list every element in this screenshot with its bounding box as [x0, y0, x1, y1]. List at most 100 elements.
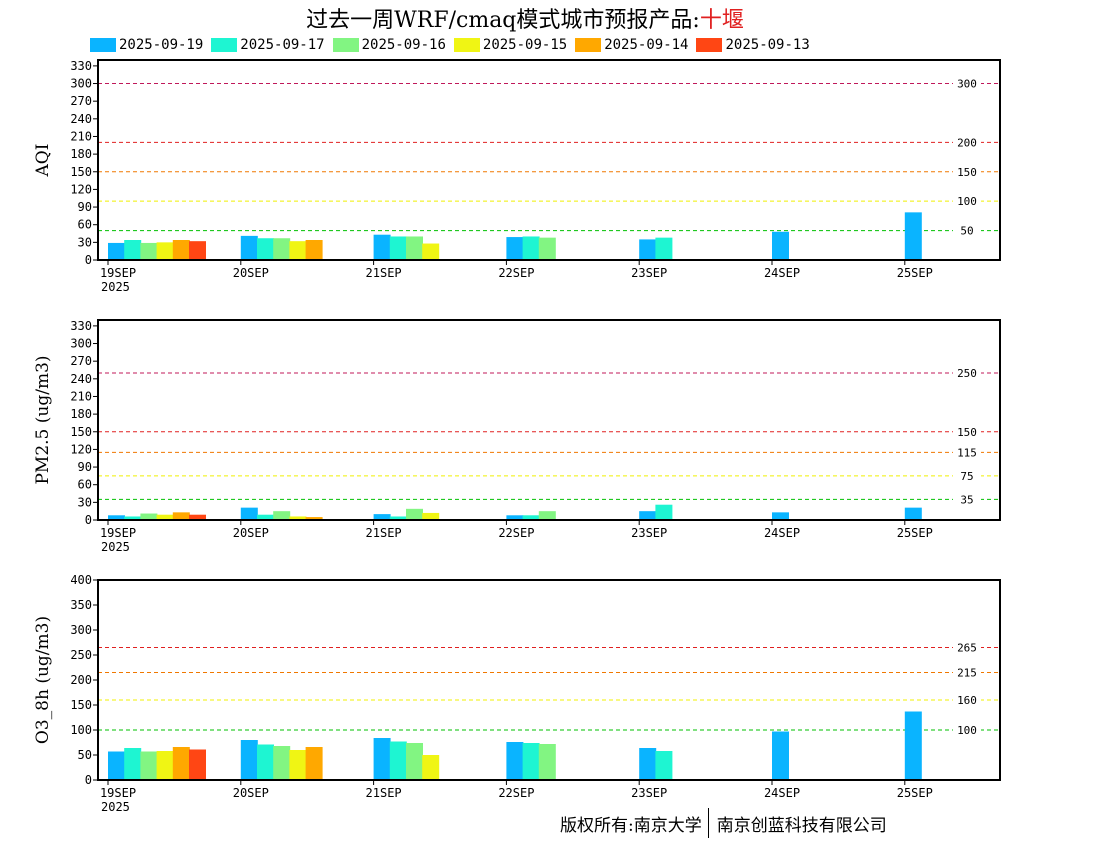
threshold-label-bg — [953, 724, 981, 736]
threshold-label: 150 — [957, 426, 977, 439]
y-tick-label: 210 — [70, 129, 92, 143]
copyright-right: 南京创蓝科技有限公司 — [716, 815, 887, 836]
bar — [240, 507, 258, 520]
y-tick-label: 100 — [70, 723, 92, 737]
chart-panel: 265 215 160 100 0 50 100 150 200 250 300 350 400 19SE… — [33, 573, 1001, 814]
bar — [172, 240, 190, 260]
y-tick-label: 0 — [85, 513, 92, 527]
x-tick-label: 23SEP — [631, 526, 667, 540]
legend-label: 2025-09-13 — [725, 37, 810, 53]
y-tick-label: 330 — [70, 59, 92, 73]
y-tick-label: 300 — [70, 337, 92, 351]
y-tick-label: 180 — [70, 147, 92, 161]
threshold-label-bg — [953, 366, 981, 379]
threshold-label: 150 — [957, 166, 977, 179]
y-tick-label: 240 — [70, 112, 92, 126]
threshold-label-bg — [953, 165, 981, 178]
y-tick-label: 240 — [70, 372, 92, 386]
chart-panel: 250 150 115 75 35 0 30 60 90 120 150 180 210 240 270 30… — [33, 319, 1001, 554]
bar — [124, 516, 142, 520]
y-tick-label: 0 — [85, 773, 92, 787]
y-tick-label: 270 — [70, 354, 92, 368]
threshold-label: 265 — [957, 642, 977, 655]
x-tick-label: 23SEP — [631, 266, 667, 280]
threshold-label-bg — [953, 641, 981, 654]
bar — [522, 236, 540, 260]
bar — [422, 512, 440, 520]
y-tick-label: 270 — [70, 94, 92, 108]
chart-title: 过去一周WRF/cmaq模式城市预报产品:十堰 — [0, 2, 1050, 34]
legend-swatch — [453, 38, 480, 52]
copyright-footer: 版权所有:南京大学 南京创蓝科技有限公司 — [560, 808, 887, 838]
bar — [156, 514, 174, 520]
legend: 2025-09-19 2025-09-17 2025-09-16 2025-09-15… — [90, 36, 818, 54]
x-tick-sublabel: 2025 — [101, 800, 130, 814]
x-tick-label: 22SEP — [498, 266, 534, 280]
bar — [422, 755, 440, 780]
legend-item: 2025-09-17 — [211, 37, 325, 53]
bar — [538, 744, 556, 780]
bar — [406, 743, 423, 780]
y-axis-label: AQI — [33, 144, 53, 178]
bar — [639, 239, 657, 260]
bar — [506, 515, 524, 520]
y-tick-label: 300 — [70, 77, 92, 91]
threshold-label-bg — [953, 195, 981, 208]
bar — [140, 513, 158, 520]
chart-panel: 300 200 150 100 50 0 30 60 90 120 150 180 210 240 270 3… — [33, 59, 1001, 294]
x-tick-label: 23SEP — [631, 786, 667, 800]
bar — [655, 237, 673, 260]
threshold-label: 100 — [957, 724, 977, 737]
threshold-label: 75 — [960, 470, 973, 483]
y-tick-label: 150 — [70, 425, 92, 439]
y-tick-label: 90 — [78, 200, 92, 214]
threshold-label: 200 — [957, 136, 977, 149]
bar — [538, 511, 556, 520]
bar — [172, 747, 190, 780]
bar — [639, 511, 657, 520]
bar — [140, 751, 158, 780]
bar — [305, 240, 323, 260]
bar — [506, 742, 524, 780]
y-axis-label: PM2.5 (ug/m3) — [33, 355, 53, 484]
footer-divider — [707, 808, 709, 838]
bar — [240, 740, 258, 780]
bar — [373, 234, 391, 260]
x-tick-label: 19SEP — [100, 266, 136, 280]
y-tick-label: 350 — [70, 598, 92, 612]
bar — [904, 711, 922, 780]
bar — [189, 749, 206, 780]
legend-item: 2025-09-14 — [575, 37, 688, 53]
x-tick-label: 22SEP — [498, 526, 534, 540]
bar — [289, 241, 307, 260]
threshold-label: 100 — [957, 195, 977, 208]
bar — [124, 240, 142, 260]
plot-frame — [97, 59, 1001, 261]
x-tick-label: 24SEP — [764, 786, 800, 800]
y-tick-label: 150 — [70, 165, 92, 179]
legend-label: 2025-09-17 — [240, 37, 325, 53]
bar — [904, 507, 922, 520]
threshold-label-bg — [953, 77, 981, 90]
y-tick-label: 0 — [85, 253, 92, 267]
y-tick-label: 180 — [70, 407, 92, 421]
threshold-label: 35 — [960, 493, 973, 506]
threshold-label-bg — [953, 446, 981, 459]
bar — [108, 242, 125, 260]
threshold-label: 300 — [957, 78, 977, 91]
threshold-label-bg — [953, 666, 981, 679]
legend-swatch — [211, 38, 238, 52]
bar — [655, 751, 673, 780]
y-tick-label: 210 — [70, 389, 92, 403]
x-tick-label: 24SEP — [764, 266, 800, 280]
x-tick-label: 20SEP — [233, 786, 269, 800]
legend-swatch — [696, 38, 723, 52]
bar — [772, 731, 789, 780]
bar — [406, 508, 423, 520]
bar — [389, 516, 407, 520]
threshold-label-bg — [953, 136, 981, 149]
bar — [538, 237, 556, 260]
x-tick-label: 21SEP — [366, 526, 402, 540]
bar — [273, 511, 291, 520]
bar — [389, 741, 407, 780]
